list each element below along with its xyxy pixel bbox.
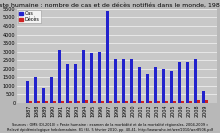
Bar [45, 101, 48, 103]
Bar [178, 62, 181, 103]
Bar [74, 64, 77, 103]
Bar [29, 101, 32, 103]
Bar [194, 59, 197, 103]
Bar [154, 67, 157, 103]
Bar [165, 101, 168, 103]
Bar [82, 50, 85, 103]
Bar [93, 101, 96, 103]
Bar [26, 81, 29, 103]
Bar [58, 50, 61, 103]
Bar [61, 101, 64, 103]
Title: Peste humaine : nombre de cas et de décès notifiés dans le monde, 1987-2009: Peste humaine : nombre de cas et de décè… [0, 3, 220, 8]
Bar [101, 101, 104, 103]
Bar [53, 101, 56, 103]
Bar [106, 11, 109, 103]
Bar [34, 77, 37, 103]
Bar [173, 101, 176, 103]
Bar [149, 101, 152, 103]
Bar [141, 101, 144, 103]
Bar [170, 70, 173, 103]
Bar [114, 59, 117, 103]
Bar [69, 101, 72, 103]
Bar [50, 77, 53, 103]
Bar [109, 101, 112, 103]
Bar [186, 62, 189, 103]
Bar [77, 101, 80, 103]
Bar [197, 100, 200, 103]
Bar [125, 101, 128, 103]
Bar [181, 101, 184, 103]
Bar [90, 53, 93, 103]
Bar [130, 59, 133, 103]
Bar [202, 91, 205, 103]
Bar [157, 101, 160, 103]
Text: Sources : OMS (DI-2010) « Peste humaine : examen de la morbidité et de la mortal: Sources : OMS (DI-2010) « Peste humaine … [7, 123, 213, 132]
Bar [205, 100, 208, 103]
Bar [98, 52, 101, 103]
Bar [146, 74, 149, 103]
Bar [122, 59, 125, 103]
Bar [117, 101, 120, 103]
Bar [138, 67, 141, 103]
Legend: Cas, Décès: Cas, Décès [18, 10, 41, 24]
Bar [42, 88, 45, 103]
Bar [189, 101, 192, 103]
Bar [133, 101, 136, 103]
Bar [66, 64, 69, 103]
Bar [162, 69, 165, 103]
Bar [37, 101, 40, 103]
Bar [85, 100, 88, 103]
